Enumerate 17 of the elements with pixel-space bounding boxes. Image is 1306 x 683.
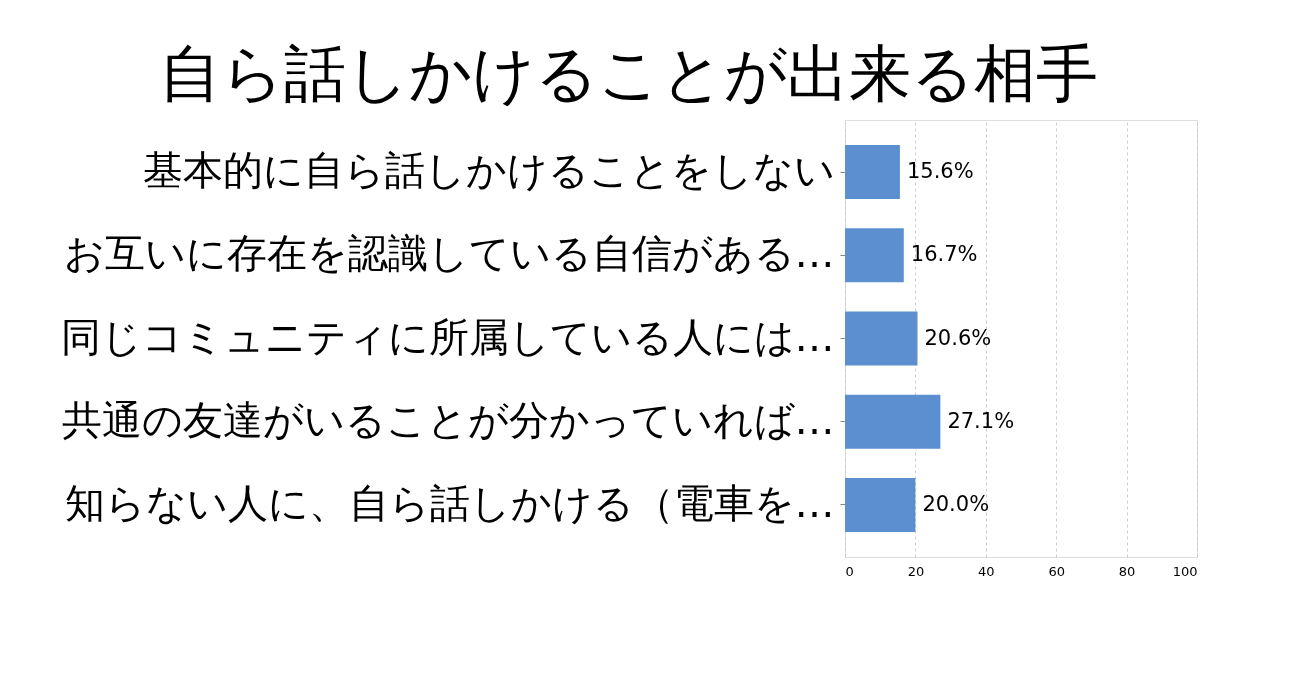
x-tick-label: 0 <box>845 563 854 579</box>
data-label: 20.0% <box>922 491 990 516</box>
x-tick-label: 80 <box>1118 563 1136 579</box>
y-tick-label: 共通の友達がいることが分かっていれば… <box>61 396 835 443</box>
x-tick-label: 100 <box>1172 563 1198 579</box>
chart-title: 自ら話しかけることが出来る相手 <box>159 37 1098 110</box>
y-tick-label: お互いに存在を認識している自信がある… <box>63 230 835 277</box>
data-label: 16.7% <box>910 242 978 267</box>
data-label: 15.6% <box>906 159 974 184</box>
data-label: 20.6% <box>924 325 992 350</box>
y-tick-label: 同じコミュニティに所属している人には… <box>60 313 835 360</box>
x-tick-label: 40 <box>978 563 995 579</box>
y-tick-label: 基本的に自ら話しかけることをしない <box>142 147 835 194</box>
x-tick-label: 20 <box>907 563 925 579</box>
data-label: 27.1% <box>947 408 1015 433</box>
y-tick-label: 知らない人に、自ら話しかける（電車を… <box>64 479 835 526</box>
x-tick-label: 60 <box>1048 563 1065 579</box>
